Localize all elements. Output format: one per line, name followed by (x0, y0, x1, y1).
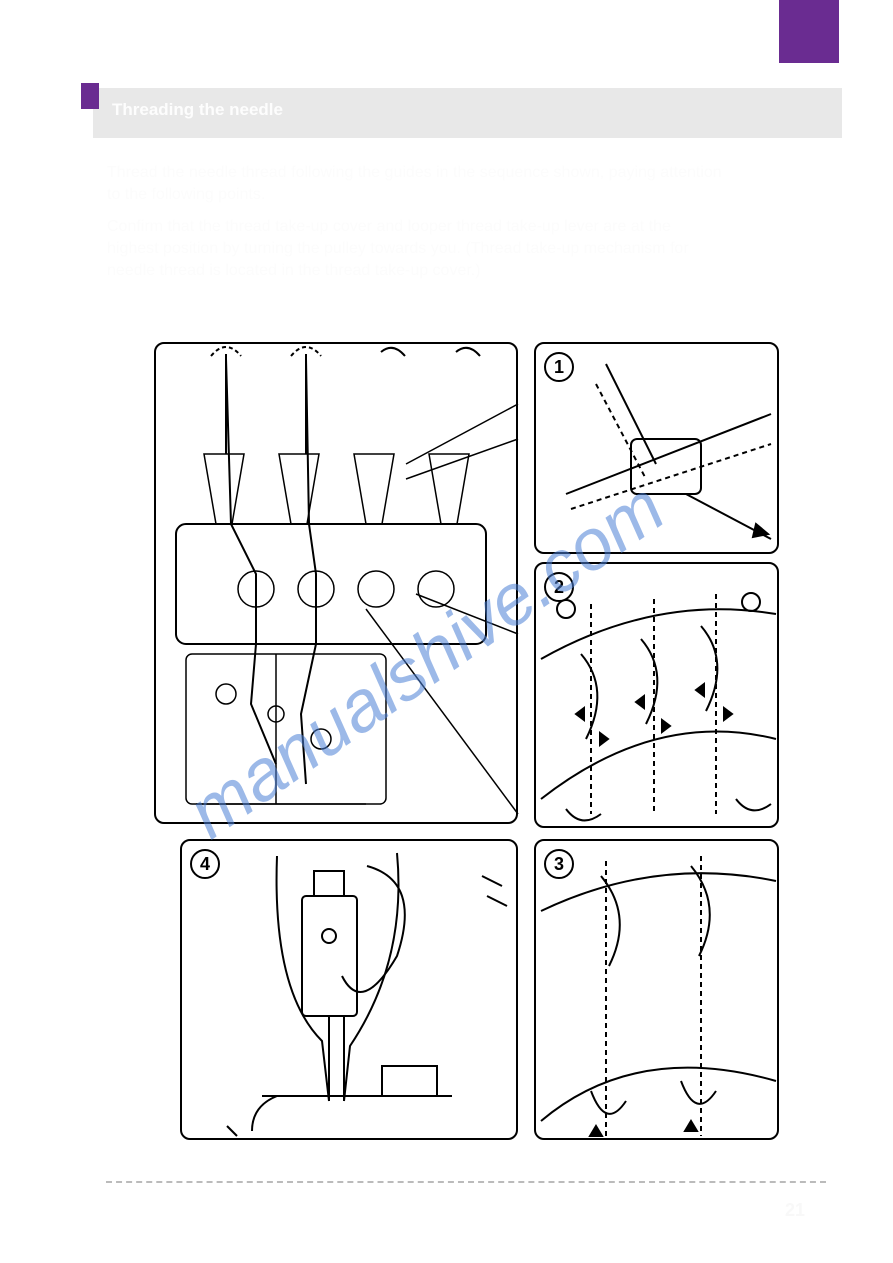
callout-4-drawing (182, 841, 520, 1142)
figure-callout-4: 4 (180, 839, 518, 1140)
callout-number-4: 4 (190, 849, 220, 879)
footer-dashed-rule (106, 1181, 826, 1183)
body-line-1: Thread the needle thread following the g… (107, 162, 722, 184)
machine-drawing (156, 344, 520, 826)
heading-title: Threading the needle (112, 100, 283, 120)
callout-number-2: 2 (544, 572, 574, 602)
body-line-5: needle thread is located in the thread t… (107, 260, 481, 282)
callout-1-drawing (536, 344, 781, 556)
corner-tab (779, 0, 839, 63)
page-root: Threading the needle Thread the needle t… (0, 0, 893, 1263)
body-line-3: Confirm that the thread take-up cover an… (107, 216, 671, 238)
page-number: 21 (785, 1200, 805, 1221)
figure-callout-3: 3 (534, 839, 779, 1140)
body-line-4: highest position by turning the pulley t… (107, 238, 689, 260)
heading-accent-block (81, 83, 99, 109)
callout-2-drawing (536, 564, 781, 830)
callout-3-drawing (536, 841, 781, 1142)
callout-number-1: 1 (544, 352, 574, 382)
figure-callout-1: 1 (534, 342, 779, 554)
callout-number-3: 3 (544, 849, 574, 879)
body-line-2: to the following points. (107, 184, 265, 206)
figure-callout-2: 2 (534, 562, 779, 828)
figure-main (154, 342, 518, 824)
